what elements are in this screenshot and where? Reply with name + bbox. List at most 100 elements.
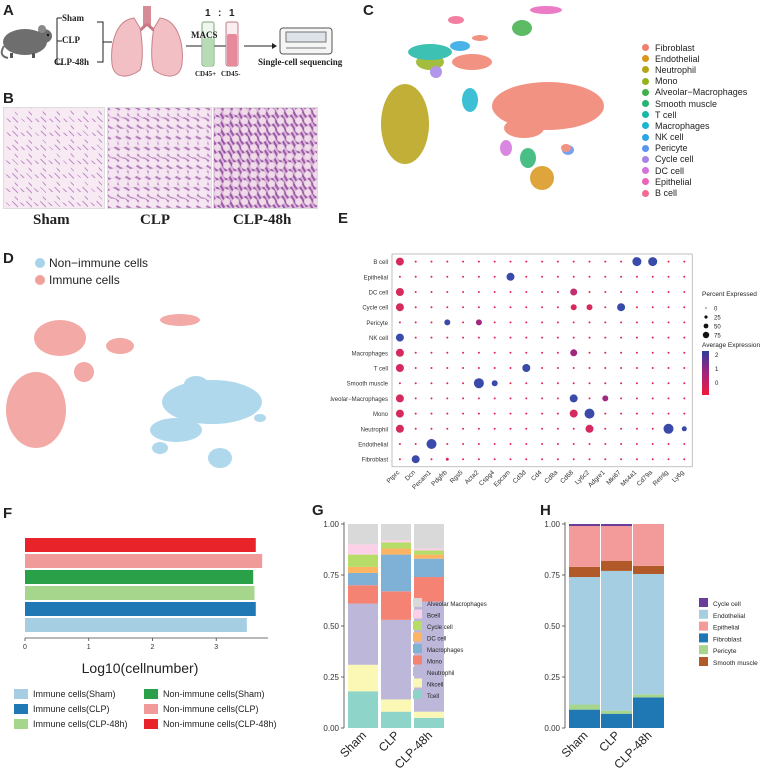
dotplot-dot <box>588 336 591 339</box>
dotplot-dot <box>635 306 638 309</box>
composition-legend-label: Epithelial <box>713 625 740 632</box>
dotplot-dot <box>541 427 544 430</box>
dotplot-dot <box>477 351 480 354</box>
dotplot-dot <box>556 351 559 354</box>
cluster-t-cell <box>408 44 452 60</box>
composition-legend-label: Cycle cell <box>713 601 741 608</box>
panel-label-a: A <box>3 2 14 19</box>
dotplot-dot <box>586 304 593 311</box>
dotplot-dot <box>541 382 544 385</box>
celltype-legend-item: Smooth muscle <box>642 98 747 109</box>
celltype-legend-label: Macrophages <box>655 120 710 131</box>
dotplot-dot <box>525 351 528 354</box>
y-tick-label: 0.25 <box>323 673 339 682</box>
dotplot-gene-label: Cd4 <box>530 469 544 483</box>
composition-legend-swatch <box>699 621 708 631</box>
dotplot-dot <box>446 382 449 385</box>
sequencer-illustration <box>279 27 333 55</box>
percent-legend-label: 50 <box>714 325 721 331</box>
dotplot-dot <box>430 260 433 263</box>
dotplot-dot <box>411 455 420 464</box>
dotplot-dot <box>414 351 417 354</box>
dotplot-dot <box>570 349 578 357</box>
dotplot-dot <box>477 443 480 445</box>
stacked-segment <box>348 664 378 692</box>
dotplot-dot <box>446 336 449 339</box>
dotplot-dot <box>398 458 401 461</box>
dotplot-dot <box>509 382 512 385</box>
cluster-dc-cell <box>500 140 512 156</box>
cellnumber-legend-swatch <box>144 719 158 729</box>
category-label: Sham <box>559 728 591 760</box>
dotplot-dot <box>493 321 496 324</box>
histology-sham <box>3 107 105 209</box>
dotplot-dot <box>683 367 686 369</box>
percent-legend-dot <box>703 323 709 329</box>
stacked-segment <box>569 524 600 527</box>
dotplot-dot <box>604 427 607 430</box>
dotplot-dot <box>667 291 670 293</box>
dotplot-dot <box>398 382 401 385</box>
stacked-segment <box>381 619 411 700</box>
dotplot-dot <box>604 382 607 385</box>
composition-legend-swatch <box>699 633 708 643</box>
dotplot-dot <box>509 336 512 339</box>
dotplot-dot <box>667 351 670 354</box>
dotplot-dot <box>588 321 591 324</box>
dotplot-dot <box>446 291 449 293</box>
dotplot-dot <box>604 321 607 324</box>
cellnumber-x-label: Log10(cellnumber) <box>82 660 199 676</box>
dotplot-row-label: Pericyte <box>366 321 388 327</box>
tube-cd45-positive <box>201 21 215 67</box>
dotplot-dot <box>414 382 417 385</box>
dotplot-dot <box>414 321 417 324</box>
dotplot-dot <box>445 457 449 461</box>
dotplot-dot <box>541 443 544 445</box>
cluster-alveolar-macrophages <box>512 20 532 36</box>
dotplot-gene-label: Retnlg <box>652 469 671 488</box>
cellnumber-x-tick-label: 1 <box>87 644 91 651</box>
composition-legend-label: Macrophages <box>427 648 463 654</box>
composition-legend-label: Pericyte <box>713 648 737 655</box>
dotplot-dot <box>473 378 484 389</box>
stacked-segment <box>381 540 411 543</box>
dotplot-row-label: Fibroblast <box>362 458 389 464</box>
cluster-epithelial <box>530 6 562 14</box>
legend-non-immune: Non−immune cells <box>35 256 148 270</box>
celltype-legend-label: Pericyte <box>655 143 688 154</box>
dotplot-dot <box>635 367 638 369</box>
composition-legend-swatch <box>413 644 422 653</box>
dotplot-dot <box>426 439 437 449</box>
histology-label-sham: Sham <box>33 212 70 228</box>
dotplot-dot <box>651 291 654 293</box>
dotplot-dot <box>430 321 433 324</box>
dotplot-dot <box>525 321 528 324</box>
celltype-legend-item: Endothelial <box>642 53 747 64</box>
dotplot-dot <box>446 275 449 278</box>
dotplot-row-label: B cell <box>373 260 388 266</box>
dotplot-dot <box>446 306 449 309</box>
dotplot-dot <box>572 382 575 385</box>
stacked-segment <box>569 709 600 728</box>
stacked-segment <box>601 713 632 728</box>
dotplot-dot <box>604 291 607 293</box>
stacked-segment <box>348 554 378 567</box>
percent-legend-dot <box>702 331 710 339</box>
dotplot-dot <box>572 367 575 369</box>
dotplot-dot <box>398 275 401 278</box>
dotplot-dot <box>620 275 623 278</box>
legend-immune: Immune cells <box>35 273 120 287</box>
cellnumber-bar <box>25 538 256 552</box>
stacked-segment <box>414 550 444 555</box>
lung-illustration <box>111 6 183 77</box>
dotplot-dot <box>477 291 480 293</box>
dotplot-dot <box>462 367 465 369</box>
dotplot-dot <box>635 397 638 400</box>
dotplot-dot <box>604 336 607 339</box>
dotplot-dot <box>683 275 686 278</box>
dotplot-dot <box>462 306 465 309</box>
dotplot-dot <box>569 409 578 418</box>
histology-label-clp: CLP <box>140 212 170 228</box>
celltype-swatch <box>642 88 649 96</box>
dotplot-dot <box>667 306 670 309</box>
